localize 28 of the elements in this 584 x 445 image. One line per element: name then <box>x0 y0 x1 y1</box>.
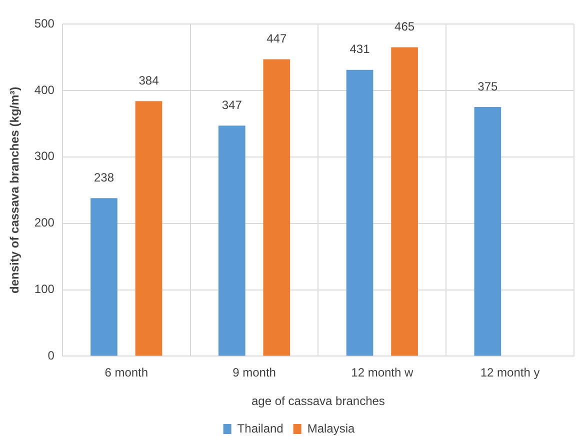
bar <box>346 70 374 356</box>
legend-label: Thailand <box>237 421 284 436</box>
data-label: 375 <box>478 79 498 94</box>
legend-label: Malaysia <box>307 421 356 436</box>
data-label: 347 <box>222 98 242 112</box>
y-tick-label: 500 <box>34 16 55 30</box>
data-label: 431 <box>350 42 370 56</box>
x-tick-label: 12 month y <box>480 366 540 380</box>
bar <box>218 126 246 356</box>
y-axis-title: density of cassava branches (kg/m³) <box>8 86 22 294</box>
y-tick-label: 200 <box>34 216 55 230</box>
x-tick-label: 12 month w <box>351 366 414 380</box>
bar <box>263 59 290 356</box>
bar <box>90 198 118 356</box>
data-label: 238 <box>94 170 114 184</box>
data-label: 447 <box>266 32 287 46</box>
bar <box>474 107 502 356</box>
data-label: 384 <box>138 73 160 88</box>
y-tick-label: 300 <box>34 149 55 164</box>
y-tick-label: 100 <box>34 282 55 296</box>
data-label: 465 <box>394 20 415 34</box>
bar <box>391 47 418 356</box>
x-axis-title: age of cassava branches <box>252 394 385 408</box>
bar <box>135 101 162 356</box>
y-tick-label: 400 <box>34 82 55 97</box>
x-tick-label: 6 month <box>104 366 148 380</box>
y-tick-label: 0 <box>48 348 55 363</box>
x-tick-label: 9 month <box>232 366 276 380</box>
